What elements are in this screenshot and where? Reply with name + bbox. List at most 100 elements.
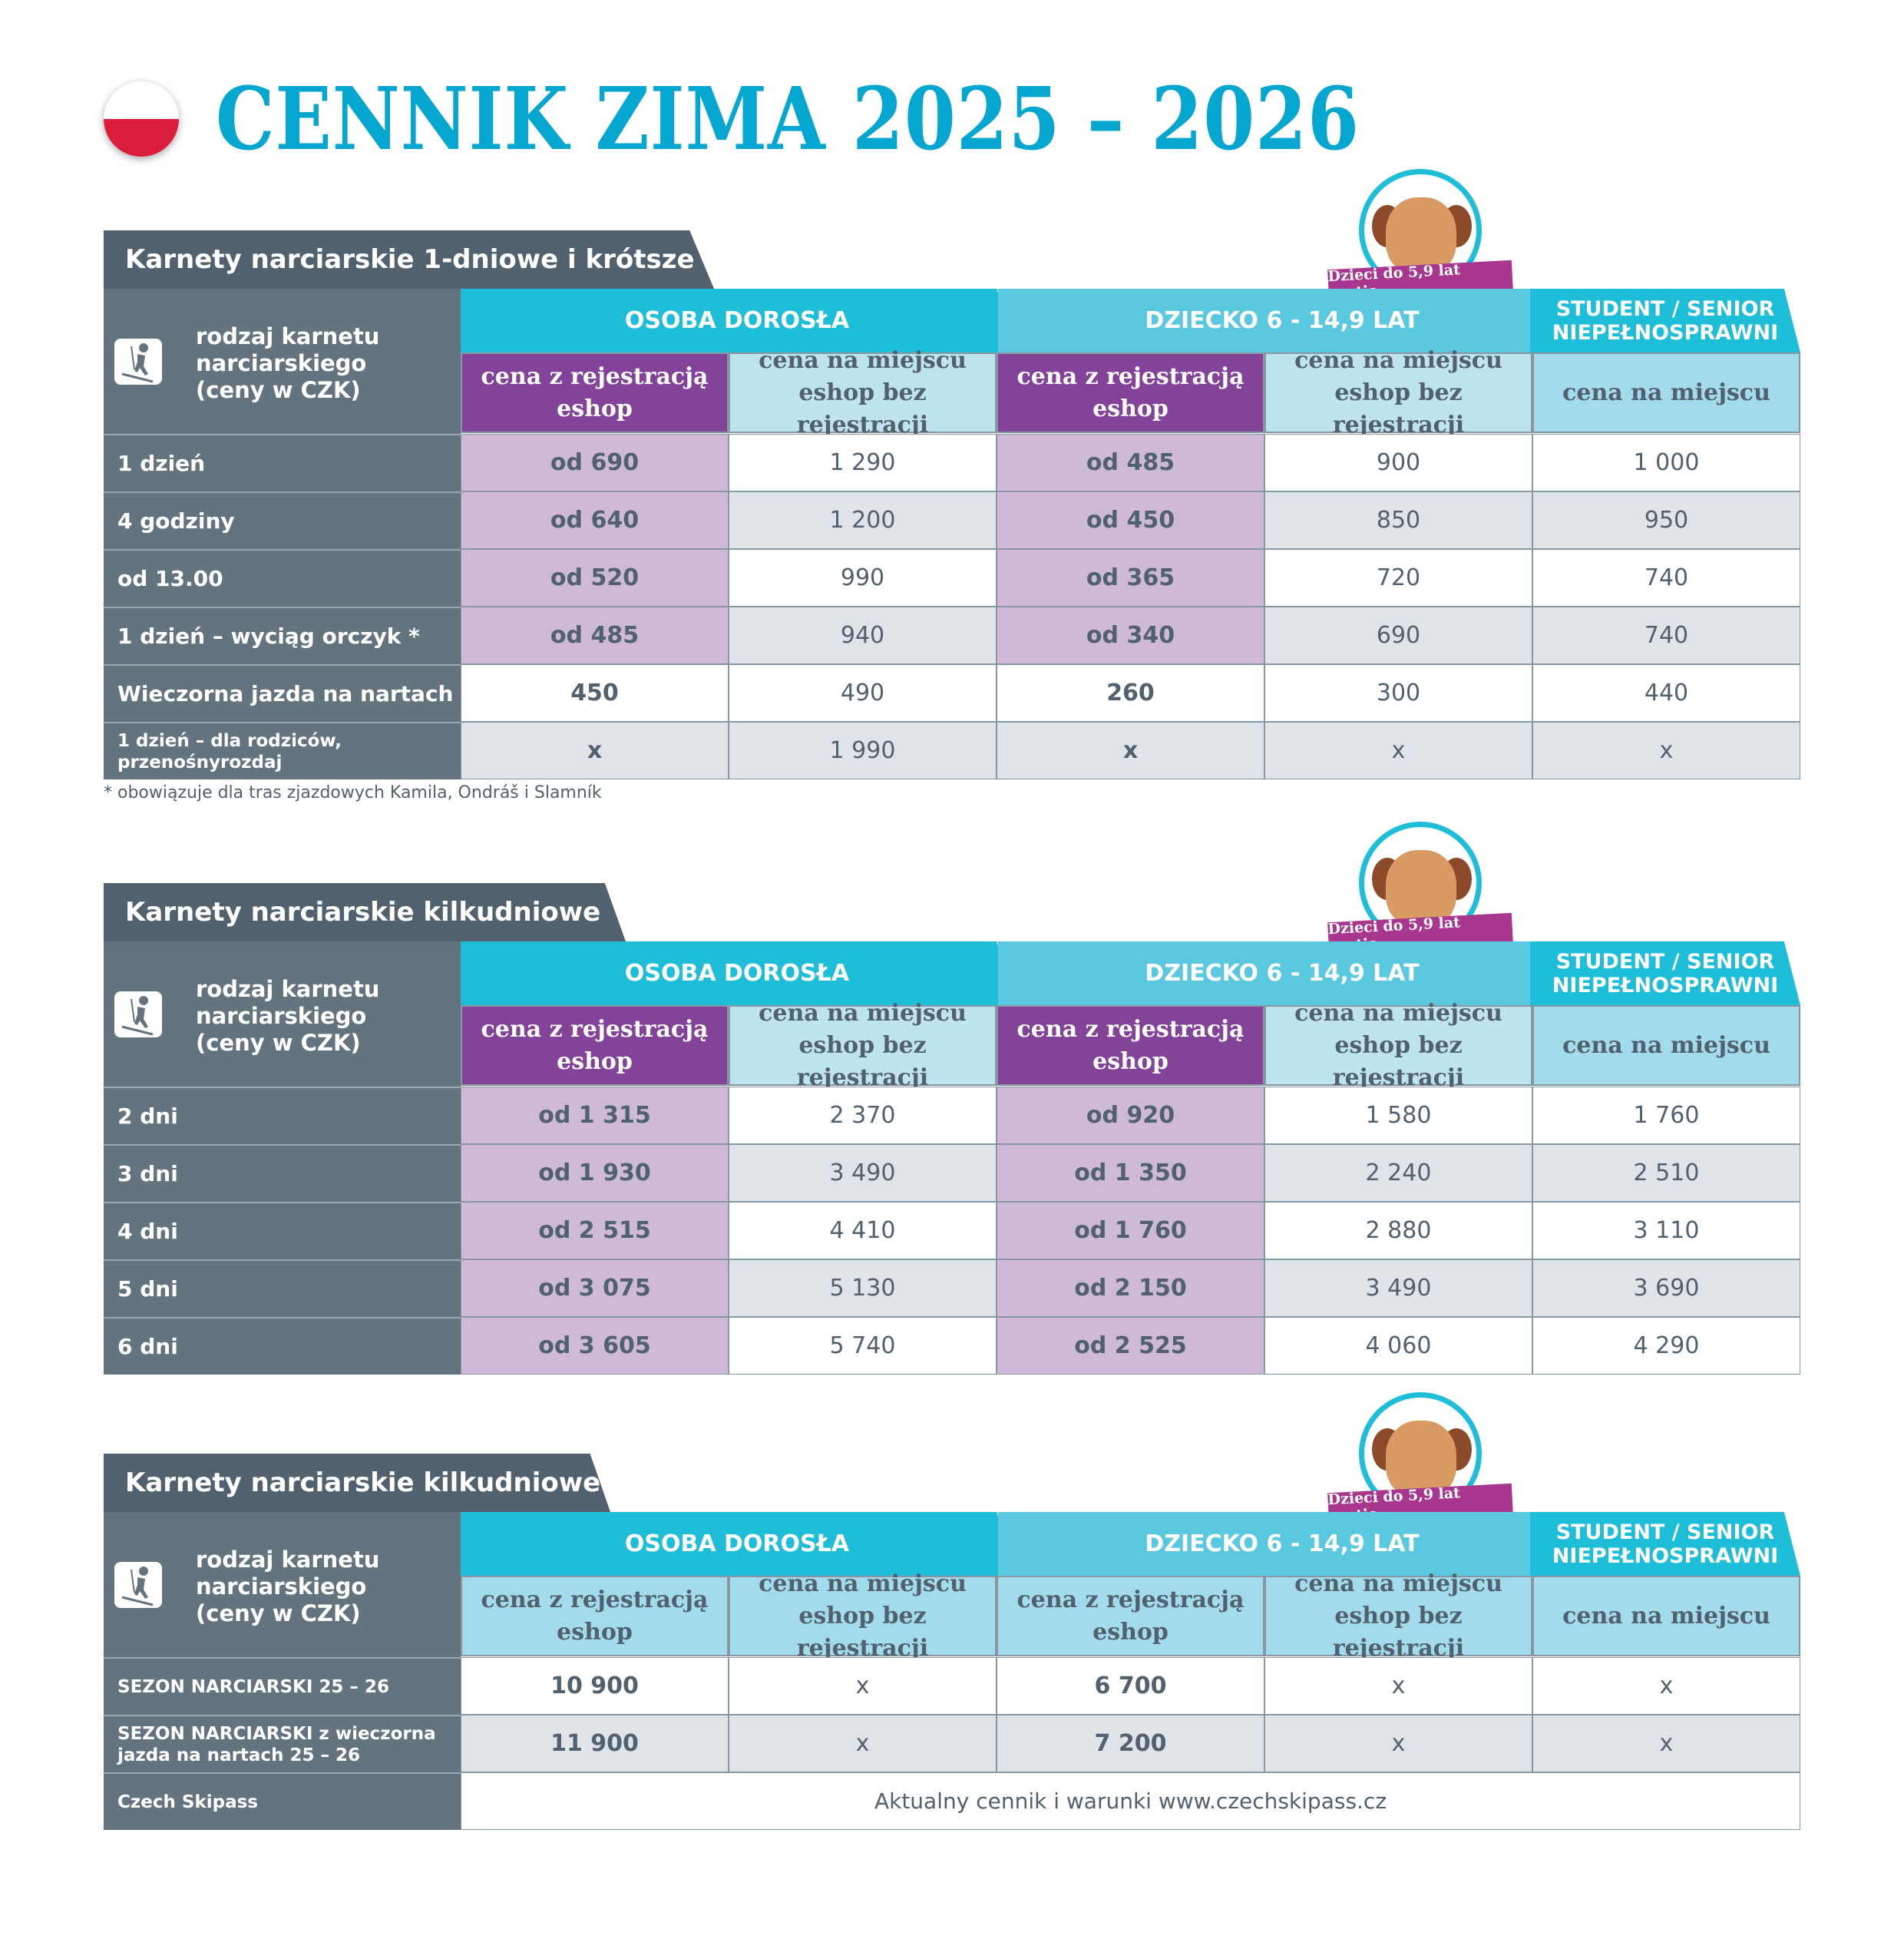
price-cell: x bbox=[1264, 1657, 1532, 1715]
table-row: 3 dni od 1 930 3 490 od 1 350 2 240 2 51… bbox=[104, 1144, 1800, 1202]
group-student: STUDENT / SENIOR NIEPEŁNOSPRAWNI bbox=[1530, 1512, 1800, 1576]
price-cell: x bbox=[1264, 1715, 1532, 1772]
subheader-onsite: cena na miejscu eshop bez rejestracji bbox=[729, 1570, 997, 1662]
price-cell: x bbox=[729, 1657, 997, 1715]
page-title: CENNIK ZIMA 2025 – 2026 bbox=[216, 68, 1360, 170]
subheader-text: eshop bbox=[1092, 1618, 1169, 1646]
subheader-text: eshop bbox=[1092, 395, 1169, 422]
row-header-line: (ceny w CZK) bbox=[196, 377, 361, 403]
table-row: SEZON NARCIARSKI 25 – 26 10 900 x 6 700 … bbox=[104, 1657, 1800, 1715]
price-cell: od 2 150 bbox=[997, 1259, 1264, 1317]
price-cell: od 450 bbox=[997, 491, 1264, 549]
row-header: rodzaj karnetu narciarskiego (ceny w CZK… bbox=[104, 1512, 461, 1657]
table-1day: Karnety narciarskie 1-dniowe i krótsze D… bbox=[104, 169, 1800, 814]
subheader-text: cena z rejestracją bbox=[481, 1586, 709, 1613]
row-label: Wieczorna jazda na nartach bbox=[104, 664, 461, 722]
group-student-line: STUDENT / SENIOR bbox=[1555, 949, 1775, 974]
price-cell: 990 bbox=[729, 549, 997, 607]
price-cell: od 520 bbox=[461, 549, 729, 607]
price-cell: 450 bbox=[461, 664, 729, 722]
table-season: Karnety narciarskie kilkudniowe Dzieci d… bbox=[104, 1392, 1800, 1838]
price-cell: 2 240 bbox=[1264, 1144, 1532, 1202]
subheader-text: cena na miejscu bbox=[759, 346, 967, 374]
skier-icon bbox=[114, 1562, 162, 1608]
price-cell: od 485 bbox=[461, 607, 729, 664]
row-label: 6 dni bbox=[104, 1317, 461, 1375]
group-child: DZIECKO 6 - 14,9 LAT bbox=[998, 1512, 1566, 1576]
table-row: 1 dzień – dla rodziców, przenośnyrozdaj … bbox=[104, 722, 1800, 779]
price-cell: od 640 bbox=[461, 491, 729, 549]
row-header-line: rodzaj karnetu bbox=[196, 1547, 380, 1573]
price-cell: 1 760 bbox=[1532, 1087, 1800, 1144]
subheader-text: eshop bez rejestracji bbox=[796, 1602, 929, 1662]
subheader-text: eshop bbox=[557, 1618, 633, 1646]
row-label: 1 dzień – dla rodziców, przenośnyrozdaj bbox=[104, 722, 461, 779]
price-cell: 740 bbox=[1532, 549, 1800, 607]
subheader-onsite: cena na miejscu eshop bez rejestracji bbox=[729, 347, 997, 438]
group-student-line: NIEPEŁNOSPRAWNI bbox=[1552, 320, 1779, 345]
row-label: Czech Skipass bbox=[104, 1772, 461, 1830]
table-multiday: Karnety narciarskie kilkudniowe Dzieci d… bbox=[104, 822, 1800, 1375]
subheader-eshop: cena z rejestracją eshop bbox=[461, 1005, 729, 1086]
price-cell: 3 490 bbox=[1264, 1259, 1532, 1317]
table-row: Wieczorna jazda na nartach 450 490 260 3… bbox=[104, 664, 1800, 722]
subheader-eshop: cena z rejestracją eshop bbox=[997, 352, 1264, 433]
subheader-onsite: cena na miejscu eshop bez rejestracji bbox=[1264, 1570, 1532, 1662]
row-header-line: narciarskiego bbox=[196, 350, 367, 376]
subheader-text: eshop bez rejestracji bbox=[1332, 379, 1465, 438]
price-cell: 1 990 bbox=[729, 722, 997, 779]
subheader-text: eshop bez rejestracji bbox=[796, 379, 929, 438]
section-title: Karnety narciarskie 1-dniowe i krótsze bbox=[104, 230, 714, 289]
row-label: SEZON NARCIARSKI z wieczorna jazda na na… bbox=[104, 1715, 461, 1772]
group-adult: OSOBA DOROSŁA bbox=[461, 289, 1013, 352]
price-cell: 2 370 bbox=[729, 1087, 997, 1144]
row-header-line: (ceny w CZK) bbox=[196, 1030, 361, 1056]
row-header-line: narciarskiego bbox=[196, 1003, 367, 1029]
price-cell: 720 bbox=[1264, 549, 1532, 607]
table-row: 4 godziny od 640 1 200 od 450 850 950 bbox=[104, 491, 1800, 549]
subheader-text: cena z rejestracją bbox=[1016, 1586, 1245, 1613]
price-cell: 260 bbox=[997, 664, 1264, 722]
row-label: 4 dni bbox=[104, 1202, 461, 1259]
price-cell: 10 900 bbox=[461, 1657, 729, 1715]
subheader-student: cena na miejscu bbox=[1532, 1576, 1800, 1656]
price-cell: 900 bbox=[1264, 434, 1532, 491]
subheader-student: cena na miejscu bbox=[1532, 352, 1800, 433]
subheader-eshop: cena z rejestracją eshop bbox=[461, 1576, 729, 1656]
price-cell: 7 200 bbox=[997, 1715, 1264, 1772]
price-cell: 300 bbox=[1264, 664, 1532, 722]
price-cell: x bbox=[729, 1715, 997, 1772]
group-child: DZIECKO 6 - 14,9 LAT bbox=[998, 941, 1566, 1005]
price-cell: od 1 930 bbox=[461, 1144, 729, 1202]
skier-icon bbox=[114, 991, 162, 1037]
group-student-line: STUDENT / SENIOR bbox=[1555, 296, 1775, 321]
price-cell: x bbox=[1532, 1657, 1800, 1715]
section-title: Karnety narciarskie kilkudniowe bbox=[104, 1454, 610, 1512]
subheader-text: eshop bbox=[557, 395, 633, 422]
table-row: 1 dzień od 690 1 290 od 485 900 1 000 bbox=[104, 434, 1800, 491]
group-child: DZIECKO 6 - 14,9 LAT bbox=[998, 289, 1566, 352]
price-cell: 1 000 bbox=[1532, 434, 1800, 491]
subheader-text: eshop bbox=[557, 1047, 633, 1075]
row-label: 5 dni bbox=[104, 1259, 461, 1317]
subheader-onsite: cena na miejscu eshop bez rejestracji bbox=[729, 1000, 997, 1091]
group-adult: OSOBA DOROSŁA bbox=[461, 1512, 1013, 1576]
price-cell: od 1 760 bbox=[997, 1202, 1264, 1259]
subheader-text: eshop bez rejestracji bbox=[1332, 1602, 1465, 1662]
table-row: 1 dzień – wyciąg orczyk * od 485 940 od … bbox=[104, 607, 1800, 664]
price-cell: od 920 bbox=[997, 1087, 1264, 1144]
price-cell: 1 580 bbox=[1264, 1087, 1532, 1144]
subheader-onsite: cena na miejscu eshop bez rejestracji bbox=[1264, 347, 1532, 438]
price-cell: x bbox=[1532, 1715, 1800, 1772]
table-row: 5 dni od 3 075 5 130 od 2 150 3 490 3 69… bbox=[104, 1259, 1800, 1317]
row-label: 2 dni bbox=[104, 1087, 461, 1144]
price-cell: 4 290 bbox=[1532, 1317, 1800, 1375]
subheader-text: cena na miejscu bbox=[759, 999, 967, 1027]
row-label: 3 dni bbox=[104, 1144, 461, 1202]
subheader-text: cena z rejestracją bbox=[481, 1015, 709, 1043]
price-cell: x bbox=[997, 722, 1264, 779]
table-row: od 13.00 od 520 990 od 365 720 740 bbox=[104, 549, 1800, 607]
page-header: CENNIK ZIMA 2025 – 2026 bbox=[104, 69, 1545, 170]
row-header-line: rodzaj karnetu bbox=[196, 323, 380, 349]
row-header-line: rodzaj karnetu bbox=[196, 976, 380, 1002]
